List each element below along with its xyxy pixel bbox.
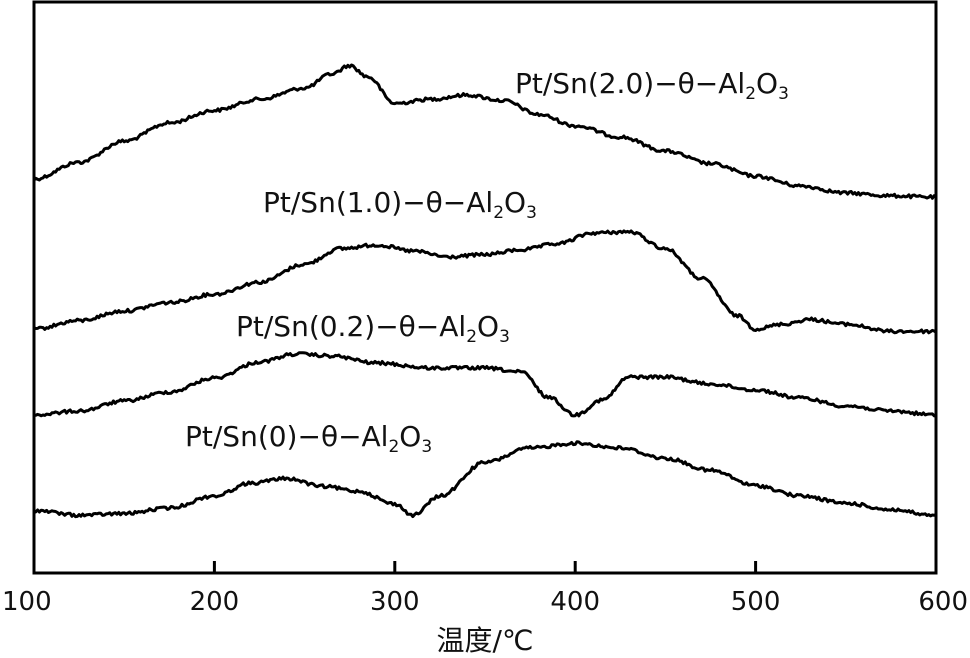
series-label: Pt/Sn(2.0)−θ−Al2O3 (515, 67, 789, 104)
series-line (33, 63, 938, 200)
x-axis-title: 温度/℃ (437, 624, 534, 657)
curves (33, 63, 938, 519)
x-axis-ticks: 100 200 300 400 500 600 (2, 561, 968, 617)
x-tick-label: 100 (2, 587, 52, 617)
series-line (33, 229, 937, 335)
x-tick-label: 200 (190, 587, 240, 617)
plot-frame (32, 0, 938, 575)
x-tick-label: 400 (550, 587, 600, 617)
series-label: Pt/Sn(0)−θ−Al2O3 (185, 420, 432, 457)
series-line (34, 351, 937, 418)
series-label: Pt/Sn(1.0)−θ−Al2O3 (263, 186, 537, 223)
x-tick-label: 500 (731, 587, 781, 617)
curve-labels: Pt/Sn(2.0)−θ−Al2O3 Pt/Sn(1.0)−θ−Al2O3 Pt/S… (185, 67, 789, 457)
x-tick-label: 600 (918, 587, 968, 617)
series-line (33, 440, 937, 519)
series-label: Pt/Sn(0.2)−θ−Al2O3 (236, 310, 510, 347)
x-tick-label: 300 (370, 587, 420, 617)
